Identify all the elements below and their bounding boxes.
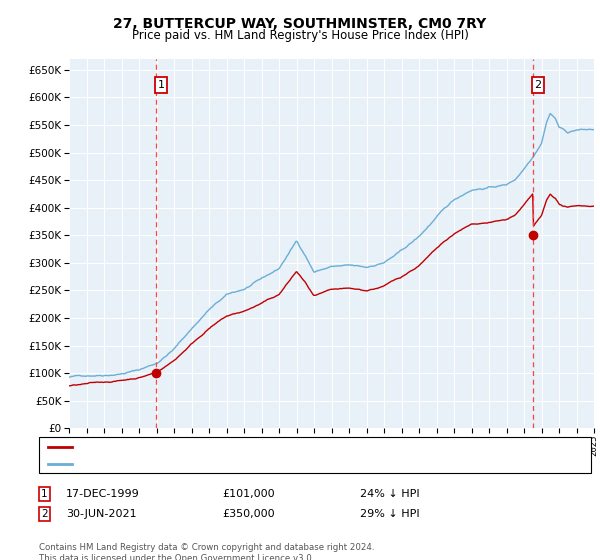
Text: 2: 2 [535,80,542,90]
Text: 1: 1 [158,80,164,90]
Text: 29% ↓ HPI: 29% ↓ HPI [360,509,419,519]
Text: 2: 2 [41,509,47,519]
Text: 24% ↓ HPI: 24% ↓ HPI [360,489,419,499]
Text: 17-DEC-1999: 17-DEC-1999 [66,489,140,499]
Text: Contains HM Land Registry data © Crown copyright and database right 2024.
This d: Contains HM Land Registry data © Crown c… [39,543,374,560]
Text: 27, BUTTERCUP WAY, SOUTHMINSTER, CM0 7RY (detached house): 27, BUTTERCUP WAY, SOUTHMINSTER, CM0 7RY… [75,442,418,452]
Text: £101,000: £101,000 [222,489,275,499]
Text: Price paid vs. HM Land Registry's House Price Index (HPI): Price paid vs. HM Land Registry's House … [131,29,469,42]
Text: 1: 1 [41,489,47,499]
Text: £350,000: £350,000 [222,509,275,519]
Text: HPI: Average price, detached house, Maldon: HPI: Average price, detached house, Mald… [75,459,306,469]
Text: 27, BUTTERCUP WAY, SOUTHMINSTER, CM0 7RY: 27, BUTTERCUP WAY, SOUTHMINSTER, CM0 7RY [113,17,487,31]
Text: 30-JUN-2021: 30-JUN-2021 [66,509,137,519]
